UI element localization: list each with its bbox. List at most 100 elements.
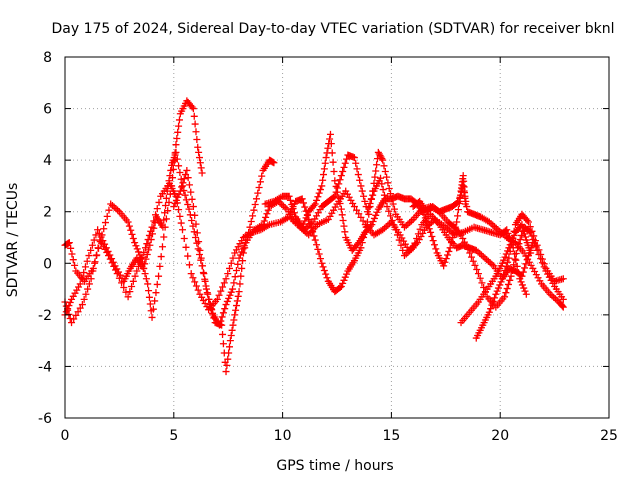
data-point — [322, 270, 330, 278]
data-point — [502, 250, 510, 258]
x-axis-label: GPS time / hours — [276, 458, 393, 474]
data-point — [239, 245, 247, 253]
data-point — [341, 273, 349, 281]
data-point — [440, 262, 448, 270]
data-point — [135, 248, 143, 256]
data-point — [492, 290, 500, 298]
data-point — [373, 208, 381, 216]
data-point — [341, 228, 349, 236]
y-tick-label: 8 — [43, 50, 52, 66]
data-point — [314, 193, 322, 201]
data-point — [219, 283, 227, 291]
data-point — [66, 298, 74, 306]
data-point — [512, 256, 520, 264]
data-point — [424, 221, 432, 229]
data-point — [84, 285, 92, 293]
data-point — [350, 154, 358, 162]
data-point — [508, 238, 516, 246]
data-point — [353, 165, 361, 173]
data-point — [184, 174, 192, 182]
data-point — [188, 195, 196, 203]
series-track-i — [472, 239, 537, 342]
data-point — [356, 176, 364, 184]
data-point — [74, 308, 82, 316]
data-point — [471, 261, 479, 269]
data-point — [336, 176, 344, 184]
data-point — [238, 264, 246, 272]
data-point — [379, 186, 387, 194]
data-point — [152, 289, 160, 297]
data-point — [339, 167, 347, 175]
data-point — [225, 294, 233, 302]
data-point — [502, 289, 510, 297]
data-point — [321, 159, 329, 167]
data-point — [362, 223, 370, 231]
data-point — [227, 259, 235, 267]
data-point — [156, 262, 164, 270]
data-point — [309, 228, 317, 236]
data-point — [70, 315, 78, 323]
data-point — [177, 219, 185, 227]
data-point — [91, 258, 99, 266]
data-point — [219, 309, 227, 317]
data-point — [445, 247, 453, 255]
data-point — [101, 240, 109, 248]
data-point — [559, 295, 567, 303]
data-point — [532, 243, 540, 251]
data-point — [369, 187, 377, 195]
data-point — [197, 254, 205, 262]
data-point — [518, 231, 526, 239]
data-point — [254, 189, 262, 197]
data-point — [226, 291, 234, 299]
data-point — [371, 173, 379, 181]
data-point — [383, 203, 391, 211]
data-point — [153, 280, 161, 288]
data-point — [252, 195, 260, 203]
data-point — [473, 265, 481, 273]
data-point — [175, 162, 183, 170]
data-point — [165, 198, 173, 206]
y-tick-label: 2 — [43, 205, 52, 221]
data-point — [218, 313, 226, 321]
data-point — [537, 255, 545, 263]
data-point — [454, 206, 462, 214]
data-point — [352, 159, 360, 167]
data-point — [101, 219, 109, 227]
data-point — [175, 116, 183, 124]
data-point — [105, 206, 113, 214]
data-point — [188, 216, 196, 224]
data-point — [501, 293, 509, 301]
grid-lines — [65, 57, 609, 418]
data-point — [155, 198, 163, 206]
data-point — [336, 284, 344, 292]
data-point — [505, 254, 513, 262]
data-point — [380, 162, 388, 170]
data-point — [456, 194, 464, 202]
data-point — [81, 263, 89, 271]
data-point — [221, 305, 229, 313]
data-point — [457, 191, 465, 199]
data-point — [120, 284, 128, 292]
data-point — [145, 287, 153, 295]
data-point — [192, 282, 200, 290]
data-point — [363, 218, 371, 226]
data-point — [256, 178, 264, 186]
data-point — [185, 205, 193, 213]
data-point — [416, 225, 424, 233]
data-point — [521, 287, 529, 295]
data-point — [298, 223, 306, 231]
data-point — [227, 288, 235, 296]
data-point — [337, 282, 345, 290]
data-point — [323, 274, 331, 282]
data-point — [353, 206, 361, 214]
data-point — [463, 203, 471, 211]
data-point — [324, 144, 332, 152]
data-point — [331, 192, 339, 200]
data-point — [361, 197, 369, 205]
data-point — [366, 203, 374, 211]
data-point — [166, 190, 174, 198]
data-point — [222, 301, 230, 309]
data-point — [146, 241, 154, 249]
data-point — [357, 182, 365, 190]
